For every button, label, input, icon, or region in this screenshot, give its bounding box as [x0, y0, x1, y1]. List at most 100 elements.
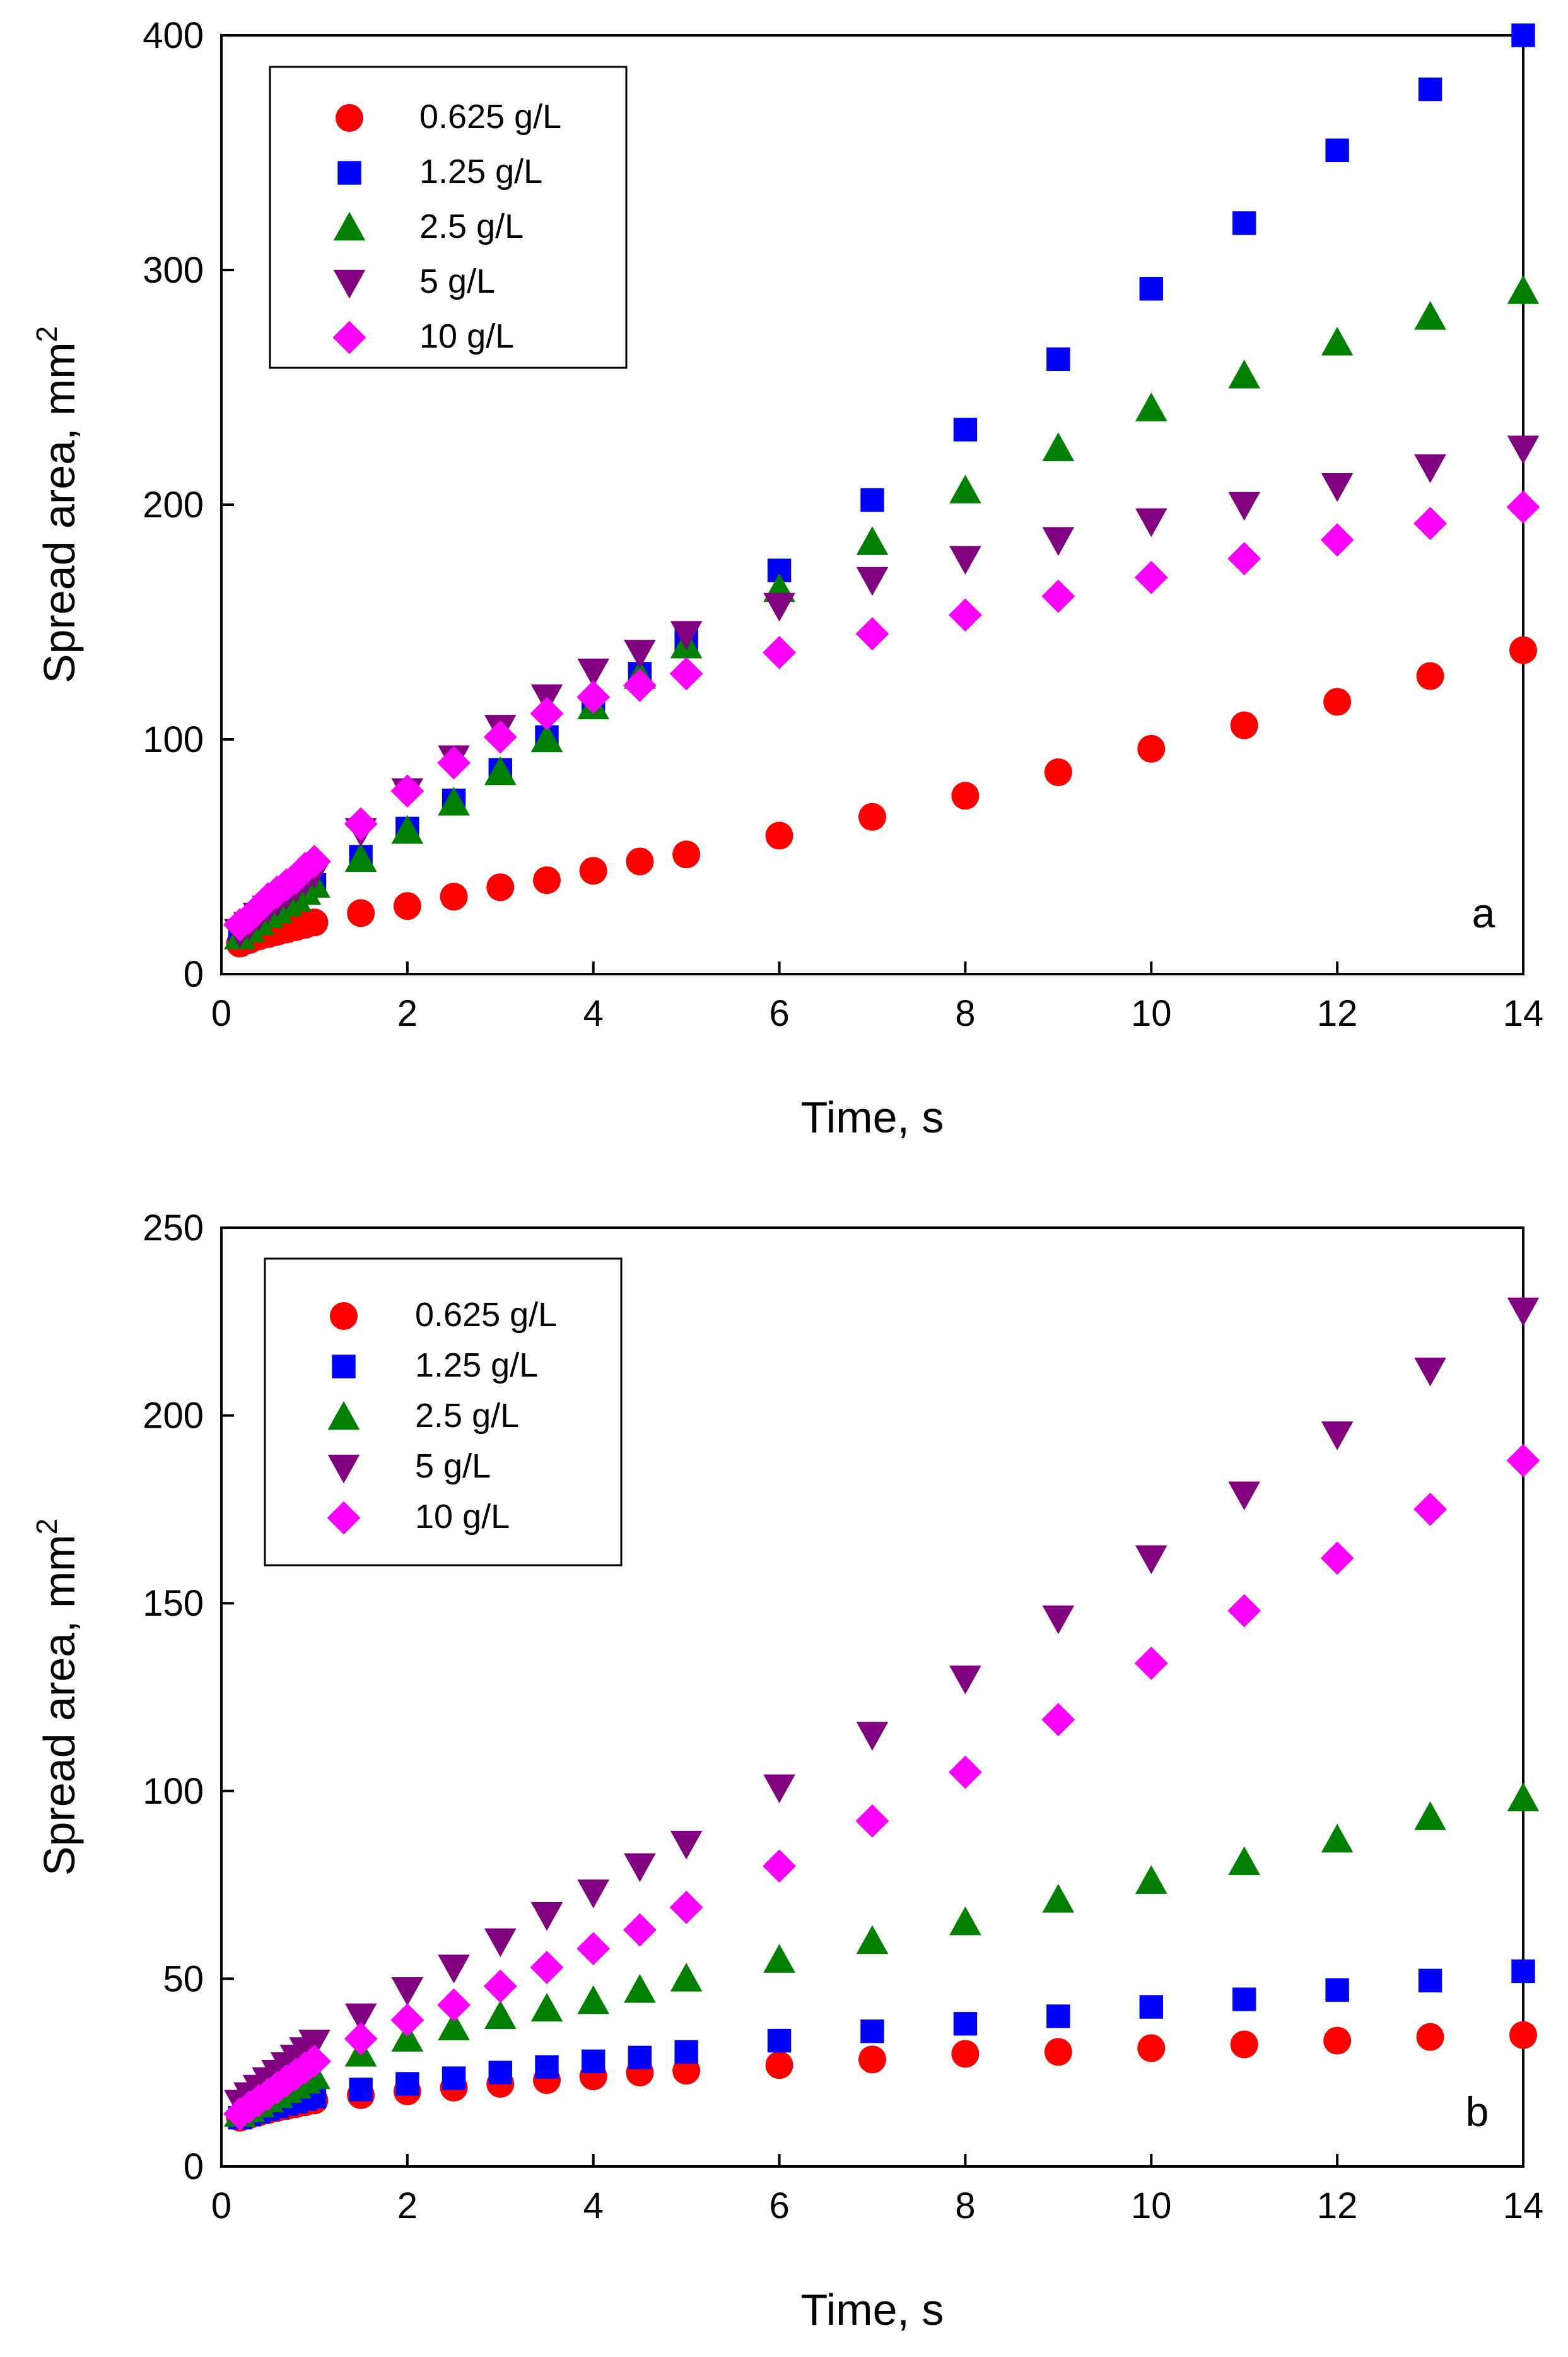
point-1-25-g-l — [860, 2019, 884, 2043]
point-1-25-g-l — [953, 2012, 978, 2036]
point-0-625-g-l — [858, 2045, 886, 2074]
y-tick-label: 100 — [143, 719, 204, 760]
point-10-g-l — [1227, 542, 1261, 575]
point-10-g-l — [242, 891, 276, 926]
point-0-625-g-l — [1509, 636, 1537, 664]
point-10-g-l — [1134, 560, 1168, 594]
point-5-g-l — [1042, 1605, 1075, 1635]
plot-frame-b — [220, 1226, 1524, 2168]
point-2-5-g-l — [949, 474, 981, 503]
point-0-625-g-l — [1044, 758, 1072, 787]
point-1-25-g-l — [628, 2045, 652, 2070]
point-0-625-g-l — [951, 782, 980, 810]
point-1-25-g-l — [1325, 138, 1349, 162]
point-0-625-g-l — [765, 2051, 793, 2079]
point-1-25-g-l — [1418, 77, 1442, 102]
point-5-g-l — [577, 658, 610, 688]
point-10-g-l — [669, 1890, 703, 1924]
point-1-25-g-l — [1511, 23, 1535, 47]
point-2-5-g-l — [856, 1925, 889, 1954]
point-0-625-g-l — [858, 802, 886, 831]
y-axis-title-b: Spread area, mm2 — [30, 1519, 84, 1876]
point-5-g-l — [1321, 1421, 1354, 1450]
point-0-625-g-l — [765, 821, 793, 850]
legend-marker-10-g-l — [327, 1501, 361, 1535]
point-5-g-l — [624, 640, 656, 669]
point-0-625-g-l — [1323, 688, 1352, 716]
point-2-5-g-l — [763, 1944, 795, 1973]
point-10-g-l — [530, 697, 564, 731]
y-tick-label: 200 — [143, 485, 204, 526]
chart-panel-a: 0 2 4 6 8 10 12 14 0 100 200 300 400 Time, s Spread … — [30, 15, 1543, 1142]
legend-box-a — [269, 66, 628, 369]
x-tick-label: 14 — [1503, 993, 1544, 1034]
point-1-25-g-l — [1046, 2004, 1070, 2028]
legend-marker-2-5-g-l — [333, 211, 366, 241]
point-0-625-g-l — [393, 892, 421, 920]
y-tick-label: 150 — [143, 1583, 204, 1624]
point-5-g-l — [949, 546, 981, 575]
point-10-g-l — [298, 2044, 331, 2078]
point-5-g-l — [763, 1774, 795, 1804]
point-10-g-l — [483, 720, 517, 754]
legend-marker-2-5-g-l — [327, 1401, 360, 1430]
legend-marker-5-g-l — [333, 269, 366, 299]
point-5-g-l — [763, 592, 795, 622]
x-axis-title-a: Time, s — [801, 1093, 944, 1142]
point-5-g-l — [1507, 1297, 1540, 1327]
legend-label-a-5: 10 g/L — [419, 317, 514, 355]
legend-marker-5-g-l — [327, 1454, 360, 1484]
y-axis-title-b-text: Spread area, mm — [35, 1534, 84, 1876]
legend-marker-0-625-g-l — [330, 1302, 358, 1330]
point-10-g-l — [1320, 523, 1354, 557]
point-5-g-l — [670, 621, 703, 650]
point-5-g-l — [1042, 527, 1075, 556]
point-2-5-g-l — [1042, 432, 1075, 461]
x-axis-title-b: Time, s — [801, 2285, 944, 2334]
x-tick-label: 0 — [211, 993, 231, 1034]
data-points-b — [223, 1297, 1540, 2132]
chart-panel-b: 0 2 4 6 8 10 12 14 0 50 100 150 200 250 Time, s Sprea… — [30, 1208, 1543, 2334]
point-0-625-g-l — [1509, 2021, 1537, 2049]
y-axis-title-a-text: Spread area, mm — [35, 342, 84, 683]
point-0-625-g-l — [672, 840, 701, 869]
point-5-g-l — [1228, 1481, 1261, 1510]
point-0-625-g-l — [626, 847, 654, 876]
point-2-5-g-l — [391, 2023, 424, 2052]
point-0-625-g-l — [579, 857, 607, 885]
point-5-g-l — [391, 1977, 424, 2006]
point-2-5-g-l — [577, 1985, 610, 2014]
point-10-g-l — [949, 598, 982, 632]
x-tick-label: 8 — [955, 993, 975, 1034]
point-10-g-l — [1320, 1541, 1354, 1575]
point-2-5-g-l — [530, 1992, 563, 2022]
point-0-625-g-l — [951, 2040, 980, 2068]
point-10-g-l — [390, 774, 424, 808]
y-tick-label: 400 — [143, 15, 204, 56]
point-0-625-g-l — [1416, 662, 1444, 690]
point-10-g-l — [576, 1932, 611, 1966]
point-10-g-l — [390, 2003, 424, 2037]
point-5-g-l — [1135, 1545, 1167, 1575]
point-1-25-g-l — [860, 488, 884, 512]
point-0-625-g-l — [1137, 2034, 1166, 2062]
point-5-g-l — [1135, 508, 1167, 538]
point-5-g-l — [856, 1722, 889, 1751]
point-1-25-g-l — [349, 2078, 373, 2101]
legend-a: 0.625 g/L 1.25 g/L 2.5 g/L 5 g/L 10 g/L — [269, 66, 628, 369]
legend-label-b-3: 2.5 g/L — [415, 1397, 519, 1435]
point-0-625-g-l — [440, 883, 468, 911]
point-5-g-l — [1414, 454, 1446, 483]
point-2-5-g-l — [484, 2000, 517, 2030]
y-tick-label: 0 — [184, 2146, 204, 2187]
point-10-g-l — [623, 1913, 657, 1947]
point-0-625-g-l — [533, 866, 561, 895]
point-10-g-l — [623, 669, 657, 702]
point-2-5-g-l — [344, 843, 377, 872]
point-10-g-l — [1506, 1443, 1540, 1478]
point-2-5-g-l — [1414, 301, 1446, 330]
point-10-g-l — [855, 1804, 889, 1838]
y-axis-title-a: Spread area, mm2 — [30, 326, 84, 683]
point-0-625-g-l — [1323, 2026, 1352, 2055]
y-tick-label: 0 — [184, 954, 204, 995]
